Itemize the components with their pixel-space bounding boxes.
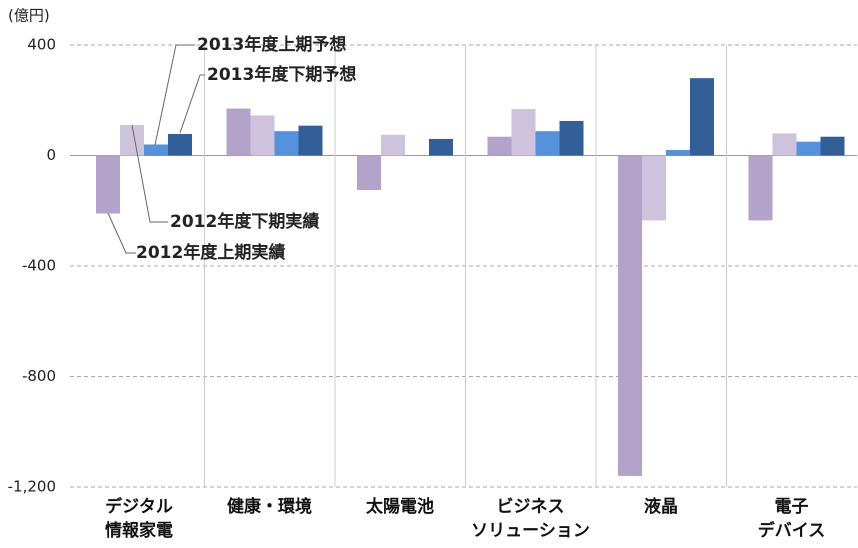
bar	[559, 120, 584, 156]
legend-leader	[179, 74, 205, 134]
legend-leader	[131, 124, 168, 223]
bar	[511, 109, 536, 156]
bar	[274, 131, 299, 156]
bar	[226, 108, 251, 156]
legend-label: 2013年度下期予想	[207, 64, 356, 85]
bar	[820, 136, 845, 156]
legend-label: 2012年度上期実績	[136, 242, 285, 263]
x-tick-label: 健康・環境	[227, 497, 312, 517]
bar	[796, 141, 821, 156]
legend-label: 2013年度上期予想	[197, 34, 346, 55]
bar	[298, 125, 323, 156]
legend-leader	[107, 212, 136, 254]
bar	[168, 133, 192, 156]
x-tick-label: 電子 デバイス	[757, 497, 826, 541]
y-tick-label: -400	[22, 257, 56, 275]
y-tick-label: -1,200	[8, 478, 56, 496]
bar	[487, 136, 512, 156]
bar	[250, 115, 275, 156]
y-unit: (億円)	[8, 7, 50, 25]
bar	[642, 155, 666, 221]
bar	[120, 125, 144, 156]
y-tick-label: 400	[27, 36, 56, 54]
bar	[690, 78, 714, 156]
x-tick-label: デジタル 情報家電	[105, 497, 173, 541]
bar	[144, 144, 168, 156]
bar	[535, 131, 560, 156]
y-tick-label: -800	[22, 367, 56, 385]
bar	[96, 155, 120, 214]
bar	[429, 138, 453, 156]
bar	[381, 134, 405, 156]
bar	[618, 155, 642, 476]
legend-leader	[154, 44, 195, 146]
bar	[772, 133, 797, 156]
bar	[666, 149, 690, 156]
y-tick-label: 0	[46, 146, 56, 164]
bar	[357, 155, 381, 191]
bar	[748, 155, 773, 221]
x-tick-label: 太陽電池	[366, 497, 434, 517]
legend-label: 2012年度下期実績	[170, 211, 319, 232]
x-tick-label: 液晶	[644, 497, 678, 517]
x-tick-label: ビジネス ソリューション	[471, 497, 590, 541]
